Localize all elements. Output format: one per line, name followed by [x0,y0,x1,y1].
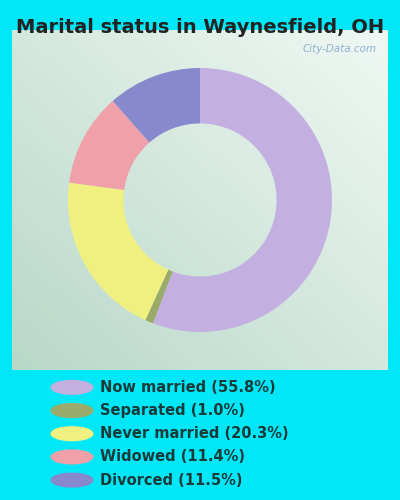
Wedge shape [68,182,168,320]
Text: Widowed (11.4%): Widowed (11.4%) [100,450,245,464]
Wedge shape [69,101,149,190]
Wedge shape [153,68,332,332]
Text: City-Data.com: City-Data.com [302,44,377,54]
Circle shape [51,450,93,464]
Text: Separated (1.0%): Separated (1.0%) [100,403,245,418]
Circle shape [51,404,93,417]
Text: Now married (55.8%): Now married (55.8%) [100,380,276,395]
Circle shape [51,380,93,394]
Text: Marital status in Waynesfield, OH: Marital status in Waynesfield, OH [16,18,384,37]
Wedge shape [145,270,173,324]
Text: Never married (20.3%): Never married (20.3%) [100,426,289,441]
Text: Divorced (11.5%): Divorced (11.5%) [100,472,242,488]
Circle shape [51,427,93,440]
Wedge shape [113,68,200,142]
Circle shape [51,473,93,487]
